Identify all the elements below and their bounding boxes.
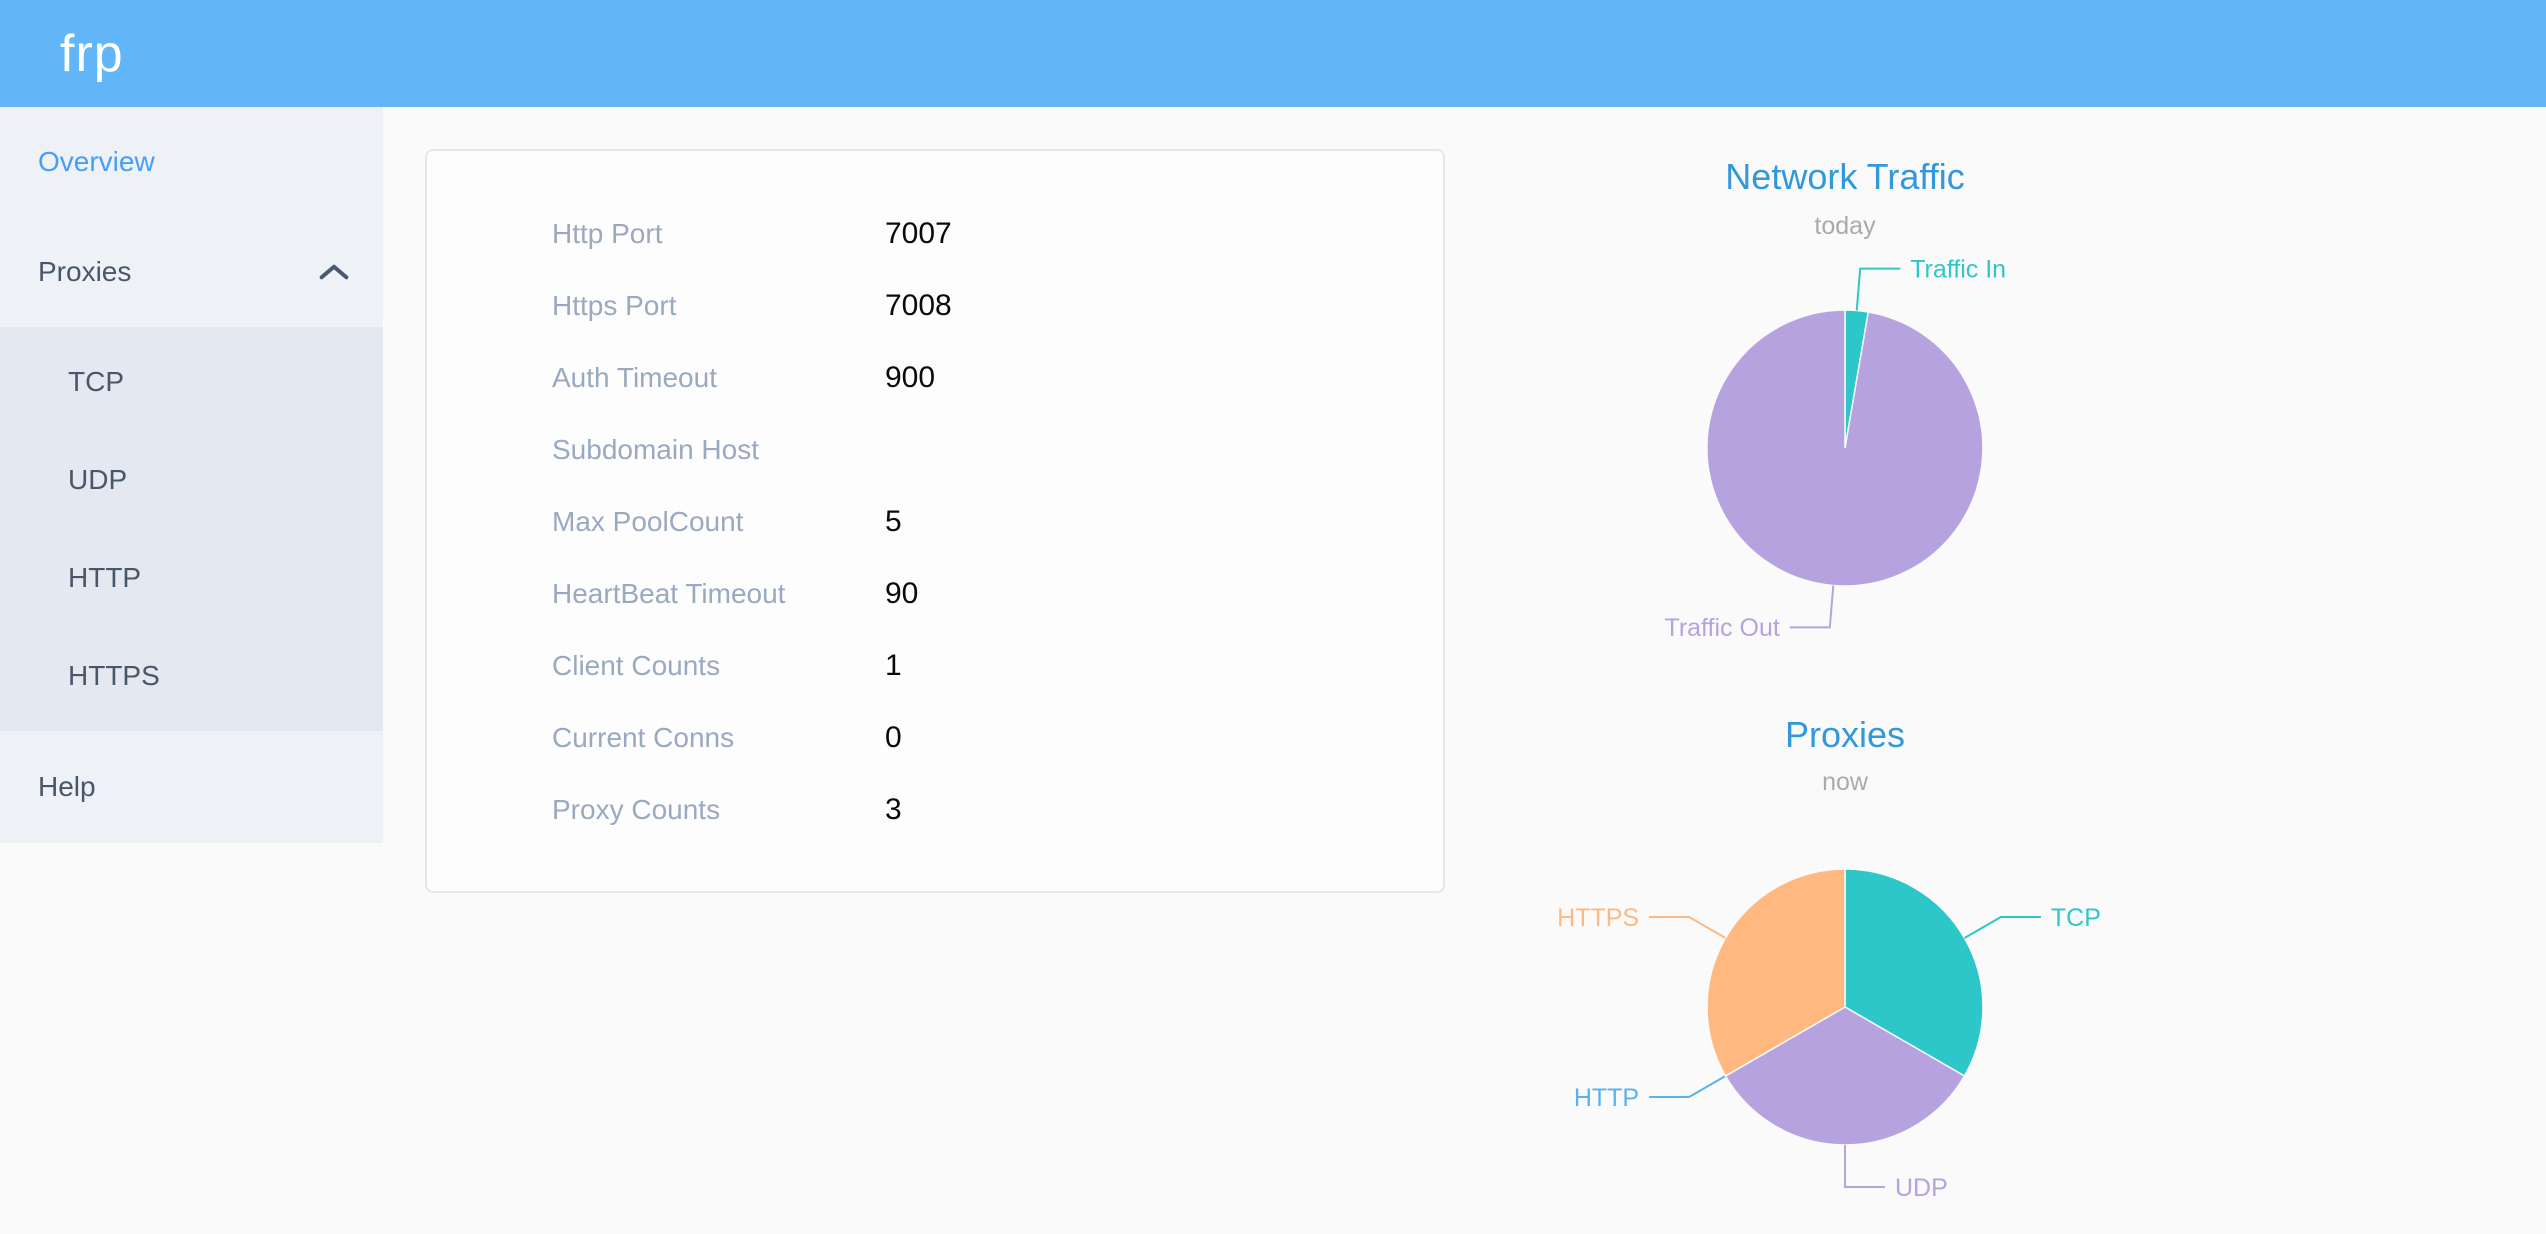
info-label: Client Counts [552, 650, 721, 681]
pie-label-udp: UDP [1895, 1174, 1948, 1202]
info-value: 7008 [885, 289, 952, 322]
sidebar-item-label: HTTPS [68, 660, 160, 691]
info-value: 5 [885, 505, 902, 538]
info-label: Current Conns [552, 722, 735, 753]
pie-slice-https[interactable] [1706, 868, 1846, 1078]
app-body: Overview Proxies TCP UDP HTTP HT [0, 107, 2546, 1234]
sidebar-item-label: TCP [68, 366, 124, 397]
info-row-heartbeat-timeout: HeartBeat Timeout 90 [427, 558, 1443, 630]
pie-slice-tcp[interactable] [1844, 868, 1984, 1078]
pie-label-line-traffic-out [1789, 585, 1835, 629]
info-row-proxy-counts: Proxy Counts 3 [427, 774, 1443, 846]
app-header: frp [0, 0, 2546, 107]
pie-label-traffic-in: Traffic In [1910, 255, 2006, 283]
sidebar-item-label: Proxies [38, 256, 132, 287]
info-row-auth-timeout: Auth Timeout 900 [427, 342, 1443, 414]
chart-subtitle: now [1822, 768, 1868, 796]
sidebar-item-label: Help [38, 771, 96, 802]
chart-title: Proxies [1784, 714, 1906, 755]
sidebar-item-udp[interactable]: UDP [0, 431, 383, 529]
info-label: Proxy Counts [552, 794, 721, 825]
info-row-https-port: Https Port 7008 [427, 270, 1443, 342]
pie-label-line-https [1649, 916, 1726, 939]
sidebar-item-http[interactable]: HTTP [0, 529, 383, 627]
info-row-http-port: Http Port 7007 [427, 198, 1443, 270]
proxies-submenu: TCP UDP HTTP HTTPS [0, 327, 383, 731]
sidebar-item-label: Overview [38, 146, 155, 177]
info-label: Http Port [552, 218, 663, 249]
sidebar-item-overview[interactable]: Overview [0, 107, 383, 217]
sidebar-item-https[interactable]: HTTPS [0, 627, 383, 725]
pie-slice-udp[interactable] [1724, 1006, 1966, 1146]
pie-label-http: HTTP [1574, 1084, 1639, 1112]
sidebar-item-tcp[interactable]: TCP [0, 333, 383, 431]
info-label: Auth Timeout [552, 362, 717, 393]
pie-label-line-tcp [1964, 916, 2041, 939]
proxies-pie[interactable]: TCP UDP HTTP HTTPS [1445, 706, 2245, 1234]
info-row-client-counts: Client Counts 1 [427, 630, 1443, 702]
info-value: 90 [885, 577, 919, 610]
info-label: Subdomain Host [552, 434, 760, 465]
info-label: Https Port [552, 290, 677, 321]
sidebar-item-help[interactable]: Help [0, 731, 383, 843]
info-row-max-poolcount: Max PoolCount 5 [427, 486, 1443, 558]
pie-label-traffic-out: Traffic Out [1664, 614, 1779, 642]
chart-title: Network Traffic [1725, 156, 1965, 197]
info-row-subdomain-host: Subdomain Host [427, 414, 1443, 486]
network-traffic-pie[interactable]: Traffic In Traffic Out [1445, 150, 2245, 650]
main-content: Http Port 7007 Https Port 7008 Auth Time… [383, 107, 2546, 1234]
sidebar-item-label: UDP [68, 464, 128, 495]
pie-slice-traffic-out[interactable] [1706, 309, 1984, 587]
sidebar: Overview Proxies TCP UDP HTTP HT [0, 107, 383, 1234]
chart-subtitle: today [1814, 212, 1876, 240]
network-traffic-chart: Network Traffic today Traffic In Traffic … [1445, 150, 2245, 650]
pie-label-line-udp [1844, 1145, 1885, 1188]
sidebar-item-label: HTTP [68, 562, 142, 593]
info-row-current-conns: Current Conns 0 [427, 702, 1443, 774]
info-value: 0 [885, 721, 902, 754]
sidebar-item-proxies[interactable]: Proxies [0, 217, 383, 327]
info-value: 900 [885, 361, 936, 394]
pie-label-line-http [1649, 1075, 1726, 1098]
pie-label-line-traffic-in [1855, 267, 1901, 311]
pie-label-https: HTTPS [1557, 904, 1639, 932]
proxies-chart: Proxies now TCP UDP HTTP HTTPS [1445, 706, 2245, 1234]
info-value: 7007 [885, 217, 952, 250]
info-label: HeartBeat Timeout [552, 578, 786, 609]
app-logo: frp [60, 24, 124, 83]
sidebar-menu: Overview Proxies TCP UDP HTTP HT [0, 107, 383, 843]
server-info-card: Http Port 7007 Https Port 7008 Auth Time… [425, 149, 1445, 893]
pie-label-tcp: TCP [2051, 904, 2101, 932]
chevron-up-icon [319, 264, 349, 280]
info-value: 3 [885, 793, 902, 826]
info-value: 1 [885, 649, 902, 682]
info-label: Max PoolCount [552, 506, 744, 537]
